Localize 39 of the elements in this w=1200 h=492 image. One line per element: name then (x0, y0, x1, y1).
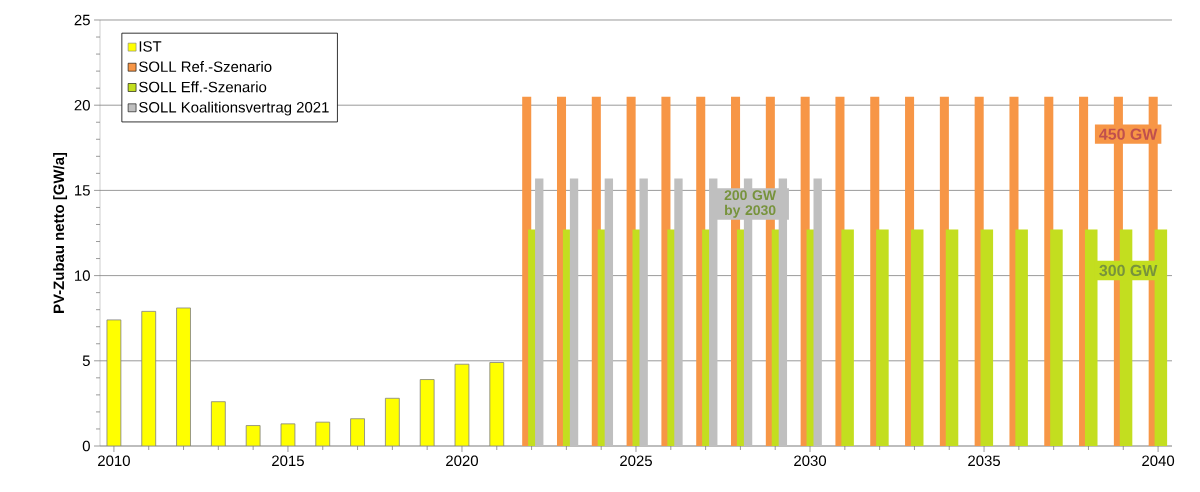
bar (1050, 229, 1063, 446)
y-tick-label: 15 (75, 185, 90, 196)
bar (176, 307, 191, 446)
bar (569, 178, 579, 446)
legend-label: SOLL Ref.-Szenario (139, 61, 272, 73)
bar (1015, 229, 1028, 446)
bar (639, 178, 648, 446)
annotation: 200 GW by 2030 (724, 190, 777, 218)
bar (910, 229, 924, 446)
legend-label: SOLL Koalitionsvertrag 2021 (139, 101, 329, 116)
bar (385, 397, 400, 446)
x-tick-label: 2030 (794, 455, 827, 467)
y-tick-label: 10 (75, 270, 90, 281)
y-tick-label: 5 (82, 355, 90, 367)
bar (980, 229, 994, 446)
y-tick-label: 20 (74, 99, 90, 111)
bar (945, 229, 959, 446)
bar (210, 401, 226, 446)
bar (876, 229, 889, 446)
annotation: 300 GW (1099, 264, 1158, 277)
x-tick-label: 2015 (272, 455, 304, 467)
x-tick-label: 2025 (620, 455, 652, 467)
legend-label: IST (139, 41, 162, 52)
bar (604, 178, 614, 446)
y-tick-label: 0 (82, 440, 90, 452)
y-tick-label: 25 (74, 14, 90, 26)
legend-label: SOLL Eff.-Szenario (139, 81, 267, 93)
x-tick-label: 2040 (1142, 455, 1175, 467)
annotation: 450 GW (1099, 128, 1158, 140)
bar (535, 178, 544, 446)
bar (489, 362, 505, 446)
x-tick-label: 2020 (446, 455, 478, 467)
bar (841, 229, 854, 446)
x-tick-label: 2010 (98, 455, 130, 467)
bar (141, 310, 157, 446)
x-tick-label: 2035 (968, 455, 1001, 467)
bar (813, 178, 822, 446)
bar (674, 178, 683, 446)
y-axis-title: PV-Zubau netto [GW/a] (53, 152, 68, 313)
